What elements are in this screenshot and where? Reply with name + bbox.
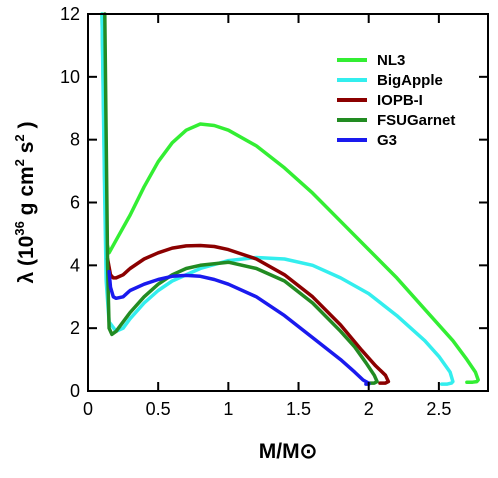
y-tick-label: 6: [70, 193, 80, 213]
legend-label: FSUGarnet: [377, 112, 455, 129]
y-tick-label: 10: [60, 67, 80, 87]
y-label-end: ): [15, 121, 38, 134]
svg-text:λ (1036 g cm2 s2 ): λ (1036 g cm2 s2 ): [12, 121, 38, 283]
y-axis-title: λ (1036 g cm2 s2 ): [12, 121, 38, 283]
x-tick-label: 2.5: [426, 399, 451, 419]
legend-label: IOPB-I: [377, 92, 423, 109]
y-label-mid2: s: [15, 142, 38, 160]
series-line-fsugarnet: [103, 12, 379, 385]
x-tick-label: 0.5: [146, 399, 171, 419]
y-label-base: λ (10: [15, 236, 38, 284]
x-tick-label: 2: [364, 399, 374, 419]
x-tick-label: 0: [83, 399, 93, 419]
y-tick-label: 2: [70, 318, 80, 338]
y-tick-label: 4: [70, 255, 80, 275]
legend-label: BigApple: [377, 72, 443, 89]
plot-frame: [87, 13, 489, 392]
legend-label: G3: [377, 132, 397, 149]
series-line-nl3: [100, 12, 480, 384]
x-tick-label: 1.5: [286, 399, 311, 419]
y-label-mid: g cm: [15, 166, 38, 221]
y-label-exp1: 36: [12, 221, 27, 235]
series-line-bigapple: [100, 12, 455, 386]
legend-label: NL3: [377, 52, 405, 69]
y-tick-label: 0: [70, 381, 80, 401]
y-tick-label: 8: [70, 130, 80, 150]
legend: NL3 BigApple IOPB-I FSUGarnet G3: [337, 52, 455, 149]
series-line-g3: [107, 269, 371, 386]
y-tick-label: 12: [60, 4, 80, 24]
x-axis-title: M/M⊙: [259, 440, 317, 463]
x-tick-label: 1: [223, 399, 233, 419]
ticks-layer: 0 0.5 1 1.5 2 2.5 0 2 4 6 8 10 12: [60, 4, 488, 419]
y-label-exp3: 2: [12, 134, 27, 141]
y-label-exp2: 2: [12, 159, 27, 166]
curves-layer: [100, 12, 480, 386]
series-line-iopb-i: [105, 243, 391, 385]
